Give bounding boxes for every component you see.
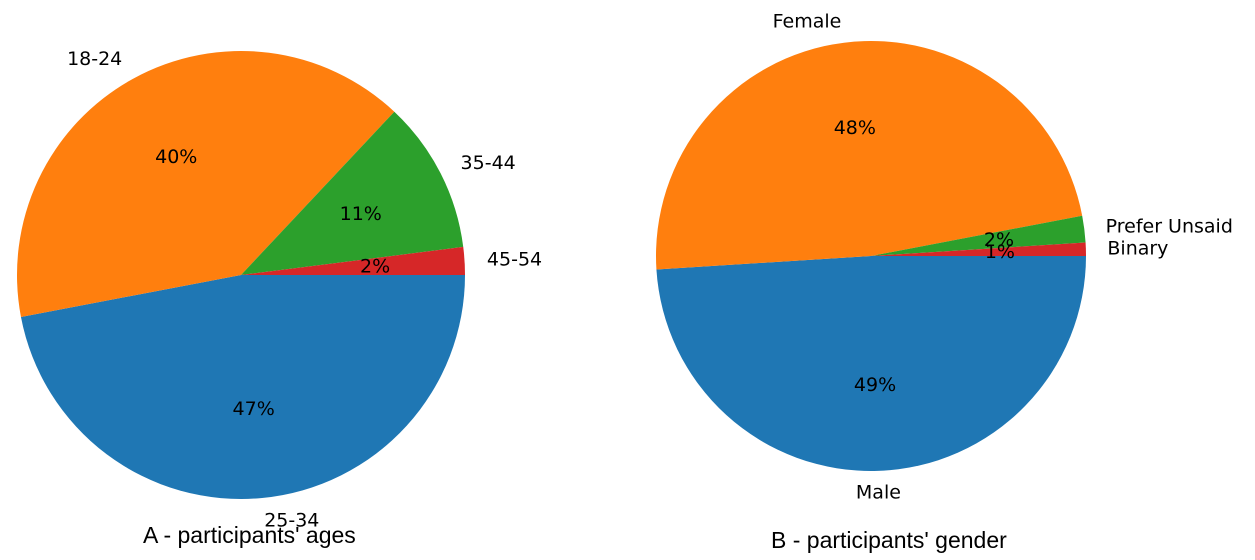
pie-slice-35-44: [241, 111, 464, 275]
pie-slice-45-54: [241, 246, 465, 275]
pie-category-label-male: Male: [856, 481, 901, 503]
pie-pct-label-prefer-unsaid: 2%: [984, 229, 1014, 251]
pie-pct-label-18-24: 40%: [155, 146, 197, 168]
pie-category-label-25-34: 25-34: [264, 509, 319, 531]
pie-category-label-binary: Binary: [1107, 238, 1168, 260]
pie-slice-18-24: [17, 50, 395, 317]
pie-category-label-18-24: 18-24: [67, 48, 122, 70]
pie-slice-female: [656, 40, 1083, 270]
pie-category-label-35-44: 35-44: [461, 152, 516, 174]
pie-slice-prefer-unsaid: [871, 215, 1086, 256]
pie-slice-male: [656, 256, 1086, 471]
chart-title-gender: B - participants' gender: [771, 527, 1007, 553]
pie-chart-ages: 47% 25-34 40% 18-24 11% 35-44 2% 45-54: [17, 48, 542, 531]
pie-pct-label-female: 48%: [834, 117, 876, 139]
pie-chart-gender: 49% Male 48% Female 2% Prefer Unsaid 1% Binary: [656, 10, 1233, 503]
pie-pct-label-45-54: 2%: [360, 256, 390, 278]
pie-pct-label-25-34: 47%: [233, 398, 275, 420]
pie-category-label-female: Female: [773, 10, 842, 32]
pie-pct-label-binary: 1%: [985, 241, 1015, 263]
pie-category-label-45-54: 45-54: [487, 249, 542, 271]
pie-slice-25-34: [20, 275, 466, 500]
pie-category-label-prefer-unsaid: Prefer Unsaid: [1106, 215, 1233, 237]
pie-pct-label-male: 49%: [854, 374, 896, 396]
chart-title-ages: A - participants' ages: [143, 522, 356, 548]
pie-pct-label-35-44: 11%: [340, 203, 382, 225]
pie-slice-binary: [871, 242, 1086, 256]
